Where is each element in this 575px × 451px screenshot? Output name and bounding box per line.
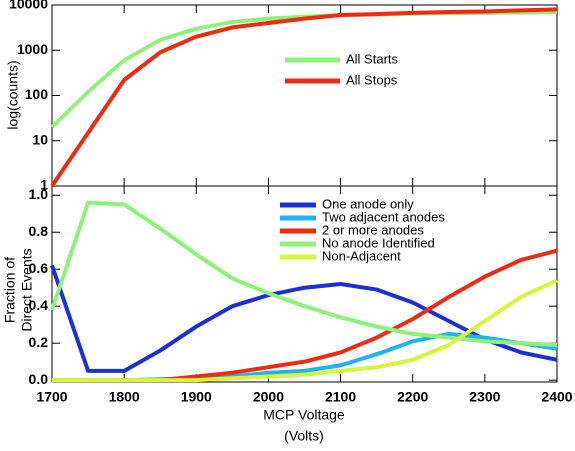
legend-label: One anode only: [322, 196, 414, 211]
y-tick-label: 1000: [17, 41, 48, 57]
x-tick-label: 1900: [181, 389, 212, 405]
y-tick-label: 10000: [9, 0, 48, 12]
y-tick-label: 0.6: [29, 260, 49, 276]
series-line: [50, 200, 558, 348]
x-tick-label: 1800: [109, 389, 140, 405]
series-line: [50, 7, 558, 188]
y-tick-label: 0.8: [29, 223, 49, 239]
y-tick-label: 0.4: [29, 297, 49, 313]
legend-label: 2 or more anodes: [322, 222, 424, 237]
legend-label: All Stops: [346, 72, 398, 87]
x-axis-label: MCP Voltage: [263, 407, 345, 423]
series-line: [52, 278, 558, 383]
y-axis-label: log(counts): [5, 60, 21, 129]
series-line: [52, 248, 558, 383]
x-tick-label: 2300: [469, 389, 500, 405]
y-tick-label: 0.0: [29, 371, 49, 387]
bottom-frame: [51, 185, 558, 383]
legend-label: Non-Adjacent: [322, 248, 401, 263]
y-tick-label: 10: [32, 131, 48, 147]
y-tick-label: 0.2: [29, 334, 49, 350]
legend-label: No anode Identified: [322, 235, 435, 250]
x-tick-label: 2400: [541, 389, 572, 405]
top-frame: [51, 4, 558, 187]
x-tick-label: 1700: [36, 389, 67, 405]
y-axis-label: Direct Events: [19, 248, 35, 331]
legend-label: All Starts: [346, 51, 399, 66]
series-line: [50, 10, 558, 129]
x-tick-label: 2000: [253, 389, 284, 405]
legend-label: Two adjacent anodes: [322, 209, 445, 224]
y-tick-label: 1.0: [29, 186, 49, 202]
x-tick-label: 2200: [397, 389, 428, 405]
series-line: [50, 264, 558, 373]
x-axis-label: (Volts): [284, 428, 324, 444]
x-tick-label: 2100: [325, 389, 356, 405]
y-tick-label: 1: [40, 177, 48, 193]
y-tick-label: 100: [25, 86, 49, 102]
y-axis-label: Fraction of: [2, 257, 18, 323]
